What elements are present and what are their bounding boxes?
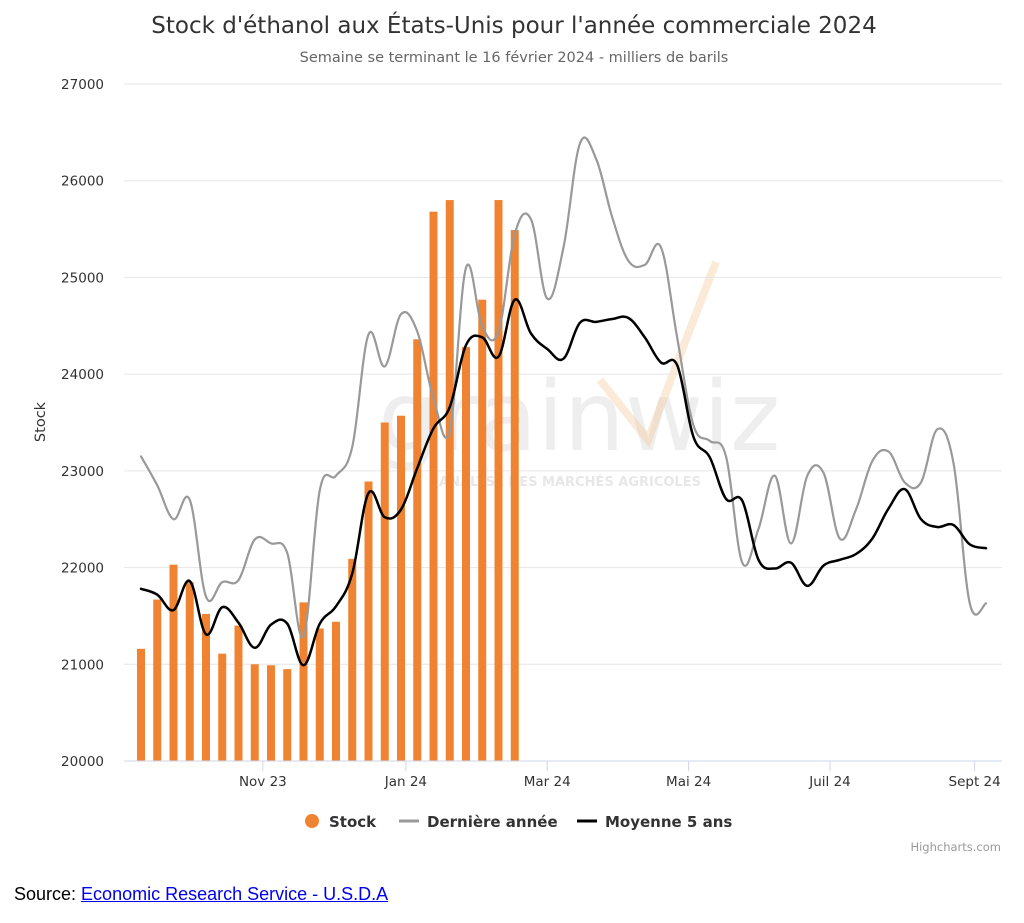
stock-bar <box>348 558 357 761</box>
stock-bar <box>510 230 519 761</box>
stock-bar <box>445 200 454 762</box>
y-gridlines <box>124 83 1002 665</box>
chart: Stock d'éthanol aux États-Unis pour l'an… <box>33 11 1002 854</box>
stock-bar <box>299 602 308 761</box>
watermark-logo-icon <box>596 260 720 448</box>
stock-bar <box>169 564 178 761</box>
y-tick-label: 25000 <box>61 270 104 286</box>
x-tick-label: Nov 23 <box>239 774 287 790</box>
legend-stock-marker <box>305 814 319 828</box>
stock-bar <box>283 669 292 761</box>
stock-bar <box>153 599 162 761</box>
x-tick-label: Mar 24 <box>524 774 571 790</box>
legend: Stock Dernière année Moyenne 5 ans <box>305 813 732 831</box>
x-tick-label: Jan 24 <box>384 774 427 790</box>
stock-bar <box>267 665 275 761</box>
stock-bar <box>137 648 145 761</box>
stock-bar <box>250 664 259 761</box>
derniere-annee-line <box>139 136 988 639</box>
x-axis-ticks: Nov 23 Jan 24 Mar 24 Mai 24 Juil 24 Sept 24 <box>239 761 1001 790</box>
x-tick-label: Mai 24 <box>666 774 711 790</box>
stock-bar <box>397 415 405 761</box>
legend-stock-label: Stock <box>329 813 377 831</box>
stock-bar <box>494 200 503 762</box>
y-tick-label: 27000 <box>61 77 104 93</box>
stock-bar <box>315 628 324 761</box>
stock-bar <box>234 625 243 761</box>
credits-link[interactable]: Highcharts.com <box>910 840 1001 854</box>
source-line: Source: Economic Research Service - U.S.… <box>14 884 388 905</box>
y-tick-label: 21000 <box>61 657 104 673</box>
x-tick-label: Sept 24 <box>949 774 1001 790</box>
source-link[interactable]: Economic Research Service - U.S.D.A <box>81 884 389 904</box>
stock-bar <box>218 653 227 761</box>
stock-bar <box>364 481 373 761</box>
y-tick-label: 24000 <box>61 367 104 383</box>
legend-item-stock[interactable]: Stock <box>305 813 377 831</box>
stock-bar <box>429 211 438 762</box>
stock-bar <box>185 582 194 761</box>
stock-bar <box>478 299 487 761</box>
chart-subtitle: Semaine se terminant le 16 février 2024 … <box>300 50 729 66</box>
legend-moyenne-5-ans-label: Moyenne 5 ans <box>605 813 732 831</box>
y-axis-label: Stock <box>33 401 49 442</box>
chart-title: Stock d'éthanol aux États-Unis pour l'an… <box>151 11 876 39</box>
moyenne-5-ans-line <box>139 298 988 667</box>
legend-item-moyenne-5-ans[interactable]: Moyenne 5 ans <box>577 813 732 831</box>
y-tick-label: 23000 <box>61 464 104 480</box>
watermark-tagline: ANALYSE DES MARCHÉS AGRICOLES <box>439 474 701 490</box>
x-tick-label: Juil 24 <box>808 774 851 790</box>
y-tick-label: 22000 <box>61 561 104 577</box>
stock-bar <box>332 621 340 761</box>
stock-bar <box>462 347 470 761</box>
y-axis-ticks: 20000 21000 22000 23000 24000 25000 26000 27000 <box>61 77 104 770</box>
source-prefix: Source: <box>14 884 82 904</box>
series-lines <box>139 136 988 667</box>
legend-item-derniere-annee[interactable]: Dernière année <box>399 813 558 831</box>
y-tick-label: 26000 <box>61 174 104 190</box>
y-tick-label: 20000 <box>61 754 104 770</box>
stock-bar <box>413 339 422 761</box>
stock-bar <box>380 422 389 761</box>
watermark: grainwiz ANALYSE DES MARCHÉS AGRICOLES <box>378 260 780 490</box>
legend-derniere-annee-label: Dernière année <box>427 813 558 831</box>
stock-bars <box>137 200 519 762</box>
stock-bar <box>202 613 210 761</box>
